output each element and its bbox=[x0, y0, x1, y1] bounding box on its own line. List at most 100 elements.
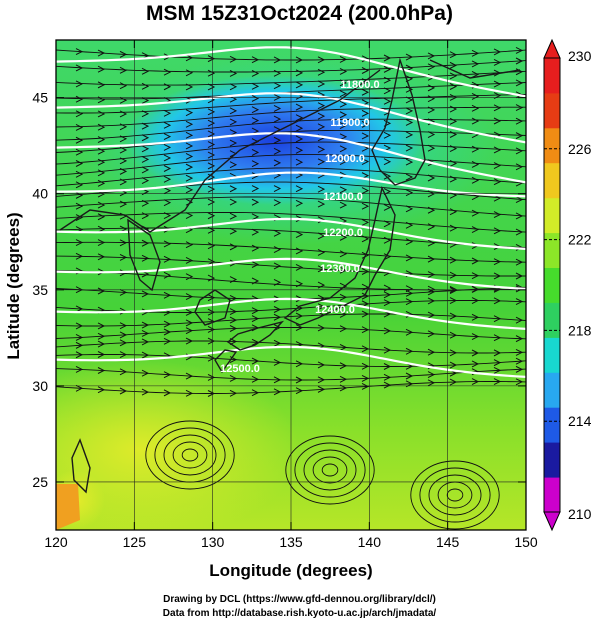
flow-arrow bbox=[185, 309, 194, 316]
flow-arrow bbox=[273, 262, 282, 270]
flow-arrow bbox=[97, 65, 106, 73]
x-axis-label: Longitude (degrees) bbox=[209, 561, 372, 580]
flow-arrow bbox=[471, 117, 480, 125]
flow-arrow bbox=[75, 322, 84, 330]
flow-arrow bbox=[339, 362, 348, 370]
flow-arrow bbox=[273, 199, 282, 207]
flow-arrow bbox=[273, 278, 282, 286]
flow-arrow bbox=[251, 70, 260, 77]
flow-arrow bbox=[493, 315, 502, 323]
flow-arrow bbox=[273, 246, 282, 253]
flow-arrow bbox=[119, 322, 128, 330]
flow-arrow bbox=[471, 104, 480, 112]
flow-arrow bbox=[317, 216, 326, 224]
warm-region bbox=[56, 360, 300, 530]
flow-arrow bbox=[317, 265, 326, 273]
flow-arrow bbox=[493, 146, 502, 154]
flow-arrow bbox=[427, 239, 436, 247]
coastline bbox=[59, 69, 381, 233]
flow-arrow bbox=[339, 186, 348, 194]
hot-spot bbox=[56, 484, 80, 530]
flow-arrow bbox=[295, 199, 304, 207]
flow-arrow bbox=[273, 185, 282, 192]
flow-arrow bbox=[383, 373, 392, 381]
flow-arrow bbox=[427, 255, 436, 263]
flow-arrow bbox=[207, 242, 216, 250]
flow-arrow bbox=[515, 258, 524, 266]
flow-arrow bbox=[339, 133, 348, 141]
contour-labels: 11800.0 11900.0 12000.0 12100.0 12200.0 12300… bbox=[220, 79, 379, 375]
colorbar-band bbox=[544, 372, 560, 408]
flow-arrow bbox=[317, 145, 326, 153]
flow-arrow bbox=[317, 281, 326, 289]
flow-arrow bbox=[405, 158, 414, 166]
flow-arrow bbox=[339, 111, 348, 119]
flow-arrow bbox=[317, 376, 326, 384]
flow-arrow bbox=[75, 48, 84, 56]
flow-arrow bbox=[317, 232, 326, 240]
flow-arrow bbox=[273, 388, 282, 396]
flow-arrow bbox=[405, 310, 414, 318]
eddy-ring bbox=[312, 456, 348, 484]
flow-arrow bbox=[251, 160, 260, 168]
flow-arrow bbox=[317, 158, 326, 166]
flow-arrow bbox=[295, 81, 304, 89]
flow-arrow bbox=[229, 212, 238, 220]
flow-arrow bbox=[229, 316, 238, 324]
flow-arrow bbox=[295, 231, 304, 239]
flow-arrow bbox=[383, 172, 392, 180]
flow-arrow bbox=[251, 389, 260, 397]
flow-arrow bbox=[427, 379, 436, 387]
colorbar-band bbox=[544, 407, 560, 443]
flow-arrow bbox=[471, 349, 480, 357]
flow-arrow bbox=[207, 119, 216, 127]
flow-arrow bbox=[229, 308, 238, 316]
flow-arrow bbox=[229, 107, 238, 115]
flow-arrow bbox=[119, 157, 128, 165]
flow-arrow bbox=[317, 112, 326, 120]
flow-arrow bbox=[405, 298, 414, 306]
flow-arrow bbox=[119, 331, 128, 339]
flow-arrow bbox=[251, 307, 260, 315]
flow-arrow bbox=[295, 247, 304, 255]
flow-arrow bbox=[207, 390, 216, 397]
flow-arrow bbox=[141, 199, 150, 207]
eddy-ring bbox=[428, 474, 482, 516]
flow-arrow bbox=[229, 70, 238, 77]
flow-arrow bbox=[163, 389, 172, 397]
coastlines bbox=[59, 57, 521, 494]
flow-arrow bbox=[251, 198, 260, 206]
flow-arrow bbox=[427, 63, 436, 71]
flow-arrow bbox=[493, 227, 502, 235]
eddy-ring bbox=[321, 463, 339, 477]
flow-arrow bbox=[449, 361, 458, 369]
flow-arrow bbox=[449, 286, 458, 293]
flow-arrow bbox=[185, 241, 194, 249]
flow-arrow bbox=[273, 159, 282, 167]
flow-arrow bbox=[361, 202, 370, 210]
flow-arrow bbox=[119, 178, 128, 186]
flow-arrow bbox=[515, 196, 524, 204]
flow-arrow bbox=[471, 60, 480, 68]
flow-arrow bbox=[185, 293, 194, 301]
flow-arrow bbox=[273, 359, 282, 366]
eddy-ring bbox=[181, 448, 199, 462]
flow-arrow bbox=[317, 123, 326, 131]
flow-arrow bbox=[251, 148, 260, 156]
flow-arrow bbox=[295, 69, 304, 77]
x-tick-label: 150 bbox=[514, 534, 538, 550]
coastline bbox=[214, 349, 238, 374]
flow-arrow bbox=[97, 123, 106, 131]
flow-arrow bbox=[75, 202, 84, 210]
contour-label: 12000.0 bbox=[325, 153, 365, 165]
flow-arrow bbox=[361, 187, 370, 195]
flow-arrow bbox=[141, 166, 150, 174]
colorbar-band bbox=[544, 197, 560, 234]
eddy-ring bbox=[172, 441, 208, 469]
flow-arrow bbox=[119, 66, 128, 74]
flow-arrow bbox=[141, 388, 150, 396]
flow-arrow bbox=[471, 297, 480, 304]
contour-label: 12300.0 bbox=[320, 263, 360, 275]
flow-arrow bbox=[361, 88, 370, 96]
flow-arrow bbox=[251, 94, 260, 102]
